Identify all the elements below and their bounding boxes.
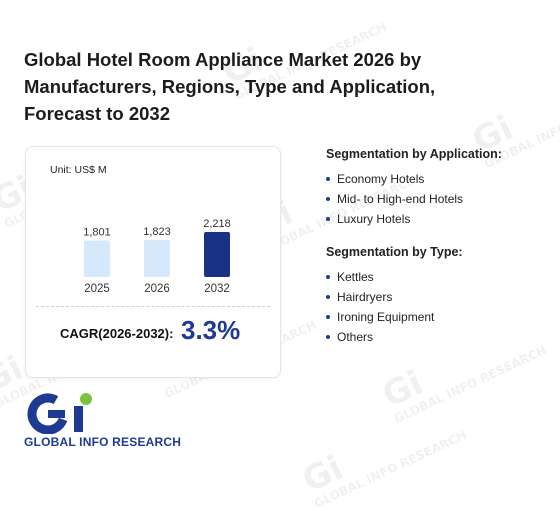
bar-2026	[144, 240, 170, 277]
divider	[36, 306, 270, 307]
bar-value-label: 2,218	[203, 218, 231, 230]
application-heading: Segmentation by Application:	[326, 147, 502, 161]
type-item: Ironing Equipment	[326, 307, 463, 327]
type-list: Kettles Hairdryers Ironing Equipment Others	[326, 267, 463, 347]
application-item: Economy Hotels	[326, 169, 502, 189]
unit-label: Unit: US$ M	[50, 164, 107, 176]
cagr-label: CAGR(2026-2032):	[60, 326, 174, 341]
segmentation-by-application: Segmentation by Application: Economy Hot…	[326, 147, 502, 229]
market-size-card: Unit: US$ M 1,801 2025 1,823 2026 2,218 2032 …	[25, 146, 281, 378]
application-item: Mid- to High-end Hotels	[326, 189, 502, 209]
gi-logo-icon	[27, 393, 92, 435]
bar-2025	[84, 240, 110, 277]
bar-value-label: 1,801	[83, 226, 111, 238]
cagr-value: 3.3%	[181, 315, 241, 345]
logo-text: GLOBAL INFO RESEARCH	[24, 435, 182, 449]
application-list: Economy Hotels Mid- to High-end Hotels Lux…	[326, 169, 502, 229]
bar-2032	[204, 232, 230, 277]
type-item: Others	[326, 327, 463, 347]
company-logo: GLOBAL INFO RESEARCH	[24, 392, 194, 452]
bar-value-label: 1,823	[143, 226, 171, 238]
type-item: Kettles	[326, 267, 463, 287]
bar-chart: 1,801 2025 1,823 2026 2,218 2032	[83, 218, 231, 295]
report-title: Global Hotel Room Appliance Market 2026 …	[24, 49, 436, 124]
type-heading: Segmentation by Type:	[326, 245, 463, 259]
application-item: Luxury Hotels	[326, 209, 502, 229]
type-item: Hairdryers	[326, 287, 463, 307]
x-tick-label: 2026	[144, 283, 170, 295]
x-tick-label: 2032	[204, 283, 230, 295]
segmentation-by-type: Segmentation by Type: Kettles Hairdryers I…	[326, 245, 463, 347]
x-tick-label: 2025	[84, 283, 110, 295]
